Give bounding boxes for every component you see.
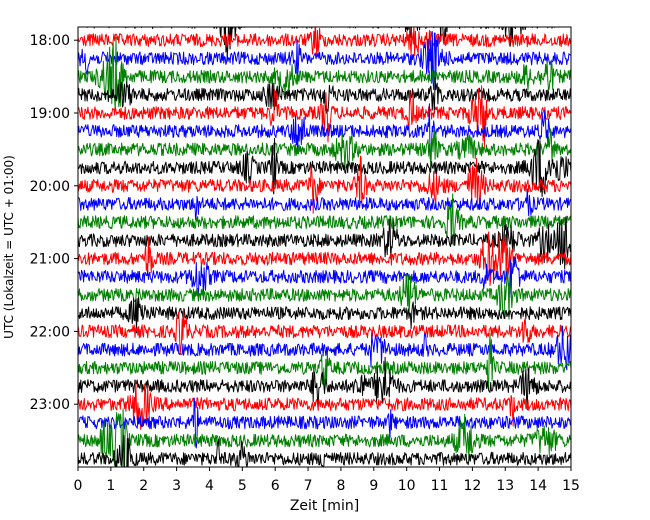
trace-line [78, 356, 571, 411]
y-tick-label: 21:00 [30, 252, 70, 268]
trace-line [81, 27, 569, 58]
trace-line [78, 435, 571, 467]
trace-line [78, 231, 571, 287]
x-tick-label: 15 [562, 478, 580, 494]
y-tick-label: 19:00 [30, 106, 70, 122]
x-tick-label: 3 [172, 478, 181, 494]
y-axis-label: UTC (Lokalzeit = UTC + 01:00) [2, 155, 16, 339]
y-axis: 18:00 19:00 20:00 21:00 22:00 23:00 [30, 33, 78, 413]
trace-line [78, 193, 571, 247]
trace-line [78, 325, 571, 371]
trace-line [78, 76, 571, 114]
x-tick-label: 4 [205, 478, 214, 494]
y-tick-label: 22:00 [30, 324, 70, 340]
x-tick-label: 12 [463, 478, 481, 494]
trace-line [78, 256, 571, 300]
plot-frame [77, 26, 572, 468]
x-tick-label: 9 [369, 478, 378, 494]
trace-line [78, 408, 571, 467]
trace-line [78, 397, 571, 449]
trace-line [78, 138, 571, 198]
x-tick-label: 5 [238, 478, 247, 494]
trace-line [78, 128, 571, 173]
trace-line [78, 103, 571, 159]
trace-line [78, 308, 571, 356]
trace-line [78, 267, 571, 320]
trace-line [78, 27, 571, 59]
trace-group [78, 27, 571, 467]
x-tick-label: 1 [106, 478, 115, 494]
x-tick-label: 14 [529, 478, 547, 494]
x-tick-label: 10 [398, 478, 416, 494]
trace-line [78, 155, 571, 214]
x-tick-label: 0 [74, 478, 83, 494]
x-tick-label: 6 [271, 478, 280, 494]
x-tick-label: 8 [336, 478, 345, 494]
x-axis: 0 1 2 3 4 5 6 7 8 9 10 11 12 13 14 15 [74, 467, 580, 494]
trace-line [78, 31, 571, 91]
y-tick-label: 18:00 [30, 33, 70, 49]
x-tick-label: 2 [139, 478, 148, 494]
x-tick-label: 13 [496, 478, 514, 494]
x-tick-label: 7 [304, 478, 313, 494]
y-tick-label: 20:00 [30, 179, 70, 195]
trace-line [78, 296, 571, 334]
x-axis-label: Zeit [min] [290, 498, 359, 514]
trace-line [78, 333, 571, 390]
trace-line [78, 188, 571, 221]
x-tick-label: 11 [431, 478, 449, 494]
trace-line [78, 36, 571, 112]
trace-line [78, 380, 571, 430]
y-tick-label: 23:00 [30, 397, 70, 413]
